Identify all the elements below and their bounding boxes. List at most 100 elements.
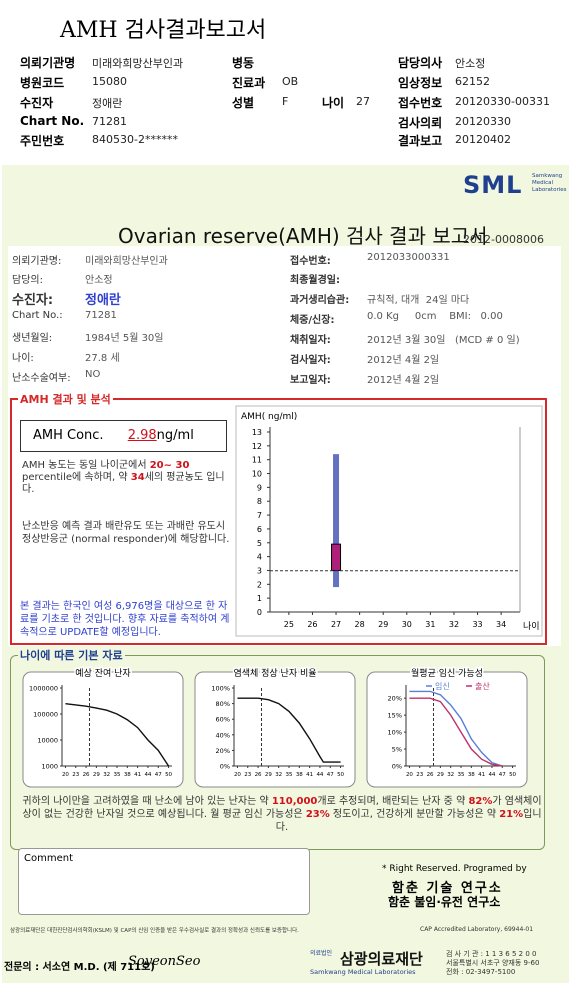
x-tick-label: 47 [327,772,334,778]
field-label: 수진자 [20,96,54,110]
info-label: 보고일자: [290,375,331,386]
field-value: 20120402 [455,133,511,146]
address-line: 전화 : 02-3497-5100 [446,968,516,976]
conc-value: 2.98 [127,428,157,443]
info-label: 나이: [12,353,34,364]
field-label: 결과보고 [398,134,443,148]
text: percentile에 속하며, 약 [22,460,193,483]
x-tick-label: 29 [265,772,272,778]
field-label: 성별 [232,96,255,110]
org-name: 삼광의료재단 [340,950,423,968]
address: 검 사 기 관 : 1 1 3 6 5 2 0 0 서울특별시 서초구 양재동 9… [446,950,539,977]
chart-title: 염색체 정상 난자 비율 [233,668,316,679]
mini-chart: 예상 잔여 난자 1000 10000 100000 1000000 20 23 26 29 32… [22,666,184,788]
x-tick-label: 27 [331,620,341,629]
field-value: 안소정 [455,57,486,70]
address-line: 서울특별시 서초구 양재동 9-60 [446,959,540,967]
x-tick-label: 41 [306,772,313,778]
amh-box [10,398,547,645]
field-value: 정애란 [92,97,123,110]
info-value: 2012년 4월 2일 [367,355,440,366]
x-tick-label: 44 [316,772,323,778]
text: 입니다. [275,809,542,833]
highlight: 34 [130,472,145,483]
logo-sub: Samkwang Medical Laboratories [532,173,566,194]
info-label: 최종월경일: [290,275,340,286]
x-tick-label: 25 [284,620,294,629]
info-label: 과거생리습관: [290,295,350,306]
y-tick-label: 20% [388,695,402,703]
conc-box: AMH Conc. 2.98ng/ml [20,420,227,452]
x-tick-label: 38 [296,772,303,778]
x-tick-label: 41 [134,772,141,778]
x-tick-label: 31 [425,620,435,629]
field-label: 진료과 [232,76,266,90]
x-tick-label: 20 [234,772,241,778]
field-label: 병원코드 [20,76,65,90]
y-tick-label: 1000000 [29,685,58,693]
report-title: Ovarian reserve(AMH) 검사 결과 보고서 [118,224,488,248]
x-tick-label: 29 [378,620,388,629]
y-tick-label: 7 [257,511,262,520]
x-tick-label: 23 [72,772,79,778]
info-value: 71281 [85,310,117,321]
x-axis-label: 나이 [523,621,540,632]
x-tick-label: 29 [437,772,444,778]
logo-sub-line: Medical [532,180,554,186]
y-tick-label: 80% [216,700,230,708]
x-tick-label: 20 [62,772,69,778]
info-value: 2012년 4월 2일 [367,375,440,386]
field-value: 미래와희망산부인과 [92,57,184,70]
info-label: Chart No.: [12,310,63,321]
field-value: 62152 [455,75,490,88]
info-value: 정애란 [85,293,121,308]
field-value: 71281 [92,115,127,128]
highlight: 21% [499,809,524,820]
x-tick-label: 30 [402,620,412,629]
field-value: OB [282,75,299,88]
info-value: 1984년 5월 30일 [85,333,164,344]
lab-name: 함춘 불임·유전 연구소 [388,895,501,909]
x-tick-label: 50 [165,772,172,778]
field-label: 주민번호 [20,134,65,148]
field-value: 840530-2****** [92,133,178,146]
summary: 귀하의 나이만을 고려하였을 때 난소에 남아 있는 난자는 약 110,000… [22,795,542,834]
y-tick-label: 1 [257,594,262,603]
y-tick-label: 4 [257,553,262,562]
chart-title: 월평균 임신 가능성 [411,667,483,679]
x-tick-label: 20 [406,772,413,778]
series-line [65,702,170,767]
logo-sub-line: Samkwang [532,173,563,179]
x-tick-label: 32 [449,620,459,629]
conc-label: AMH Conc. [33,428,104,443]
cap: CAP Accredited Laboratory, 69944-01 [420,926,534,933]
text: 가 염색체이상이 없는 건강한 난자일 것으로 예상됩니다. 월 평균 임신 가… [22,796,542,820]
y-tick-label: 11 [252,456,262,465]
y-tick-label: 2 [257,580,262,589]
description: AMH 농도는 동일 나이군에서 20~ 30 percentile에 속하며,… [22,460,232,496]
field-label: 나이 [322,96,345,110]
field-value: 20120330 [455,115,511,128]
y-tick-label: 0% [392,763,402,771]
y-tick-label: 15% [388,712,402,720]
info-value: 미래와희망산부인과 [85,256,168,267]
x-tick-label: 33 [472,620,482,629]
highlight: 23% [305,809,330,820]
field-label: 담당의사 [398,56,443,70]
x-tick-label: 26 [83,772,90,778]
range-bar [331,543,342,571]
text: AMH 농도는 동일 나이군에서 [22,460,150,471]
x-tick-label: 44 [488,772,495,778]
info-label: 검사일자: [290,355,331,366]
field-value: F [282,95,289,108]
x-tick-label: 29 [93,772,100,778]
x-tick-label: 23 [244,772,251,778]
y-tick-label: 5 [257,539,262,548]
info-label: 수진자: [12,293,54,308]
report-number: 2012-0008006 [463,233,544,246]
section-title: 나이에 따른 기본 자료 [18,647,125,663]
chart-title: 예상 잔여 난자 [75,667,131,679]
y-tick-label: 40% [216,731,230,739]
